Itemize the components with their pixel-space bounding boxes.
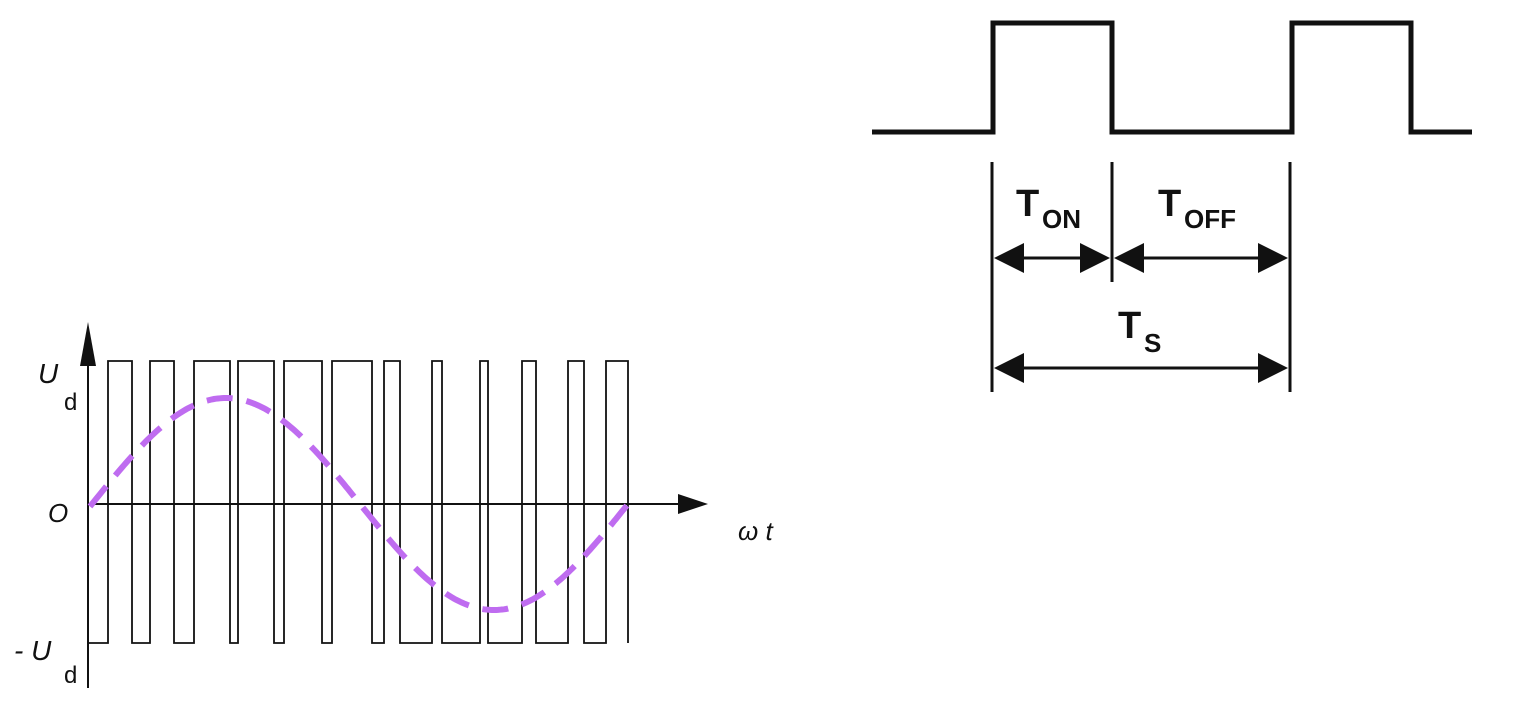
reference-sine-wave [87,395,631,613]
square-wave [872,20,1472,135]
ts-subscript: S [1144,328,1161,358]
duty-cycle-diagram: T ON T OFF T S [872,20,1472,392]
ton-label: T [1016,183,1039,225]
omega-t-label: ω t [738,516,774,546]
neg-ud-label: - U [14,635,52,666]
toff-label: T [1158,183,1181,225]
ud-subscript: d [64,389,77,416]
y-axis-arrow-icon [80,322,96,366]
x-axis-arrow-icon [678,494,708,514]
pwm-pulse-train [88,360,629,644]
origin-label: O [48,498,68,528]
neg-ud-subscript: d [64,662,77,689]
ts-label: T [1118,305,1141,347]
toff-subscript: OFF [1184,204,1236,234]
pwm-plot: U d O - U d ω t [14,322,774,689]
ud-label: U [38,358,59,389]
ton-subscript: ON [1042,204,1081,234]
